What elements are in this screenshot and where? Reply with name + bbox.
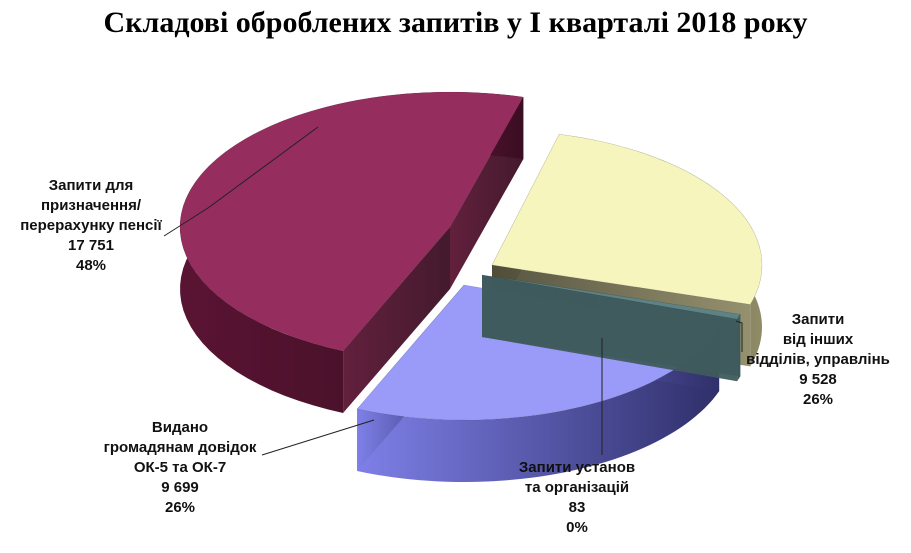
leader-line-pension bbox=[163, 126, 319, 237]
slice-label-line: громадянам довідок bbox=[103, 439, 257, 456]
leader-line-certificates bbox=[261, 419, 375, 456]
slice-label-line: перерахунку пенсії bbox=[20, 217, 162, 234]
slice-label-line: ОК-5 та ОК-7 bbox=[133, 459, 227, 476]
slice-label-line: Видано bbox=[151, 419, 209, 436]
slice-label-line: відділів, управлінь bbox=[746, 351, 890, 368]
slice-percent: 0% bbox=[566, 519, 588, 536]
slice-top bbox=[179, 91, 524, 352]
slice-wall bbox=[482, 275, 738, 382]
slice-label-pension: Запити для призначення/ перерахунку пенс… bbox=[16, 176, 166, 276]
slice-label-line: Запити установ bbox=[518, 459, 636, 476]
slice-value: 9 528 bbox=[799, 371, 837, 388]
slice-percent: 48% bbox=[75, 257, 107, 274]
slice-label-certificates: Видано громадянам довідок ОК-5 та ОК-7 9… bbox=[95, 418, 265, 518]
slice-label-departments: Запити від інших відділів, управлінь 9 5… bbox=[733, 310, 903, 410]
slice-label-line: Запити для bbox=[48, 177, 134, 194]
slice-percent: 26% bbox=[164, 499, 196, 516]
slice-label-line: та організацій bbox=[524, 479, 630, 496]
slice-wall bbox=[343, 227, 450, 413]
chart-title: Складові оброблених запитів у I кварталі… bbox=[103, 6, 808, 39]
pie-slice-pension bbox=[179, 91, 524, 413]
slice-top bbox=[481, 274, 741, 320]
slice-label-line: призначення/ bbox=[40, 197, 142, 214]
slice-top bbox=[491, 133, 763, 305]
pie-slice-institutions bbox=[481, 274, 741, 382]
slice-side bbox=[357, 329, 720, 482]
slice-label-line: Запити bbox=[791, 311, 845, 328]
slice-value: 9 699 bbox=[161, 479, 199, 496]
slice-value: 83 bbox=[568, 499, 586, 516]
slice-value: 17 751 bbox=[68, 237, 114, 254]
leader-line-departments bbox=[735, 320, 743, 352]
slice-label-institutions: Запити установ та організацій 83 0% bbox=[492, 458, 662, 538]
slice-percent: 26% bbox=[802, 391, 834, 408]
slice-wall bbox=[450, 97, 524, 289]
slice-label-line: від інших bbox=[782, 331, 854, 348]
